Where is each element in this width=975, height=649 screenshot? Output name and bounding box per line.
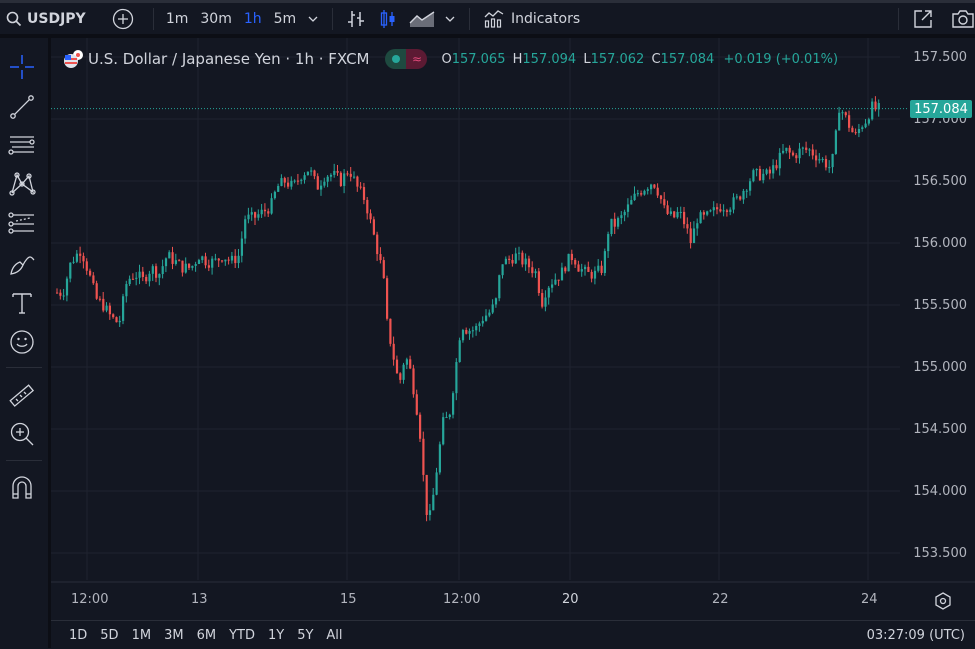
market-open-indicator (385, 49, 407, 69)
time-label: 15 (340, 592, 357, 607)
time-label: 12:00 (71, 592, 109, 607)
range-5d[interactable]: 5D (100, 627, 119, 643)
divider (469, 7, 470, 30)
snapshot-button[interactable] (951, 3, 975, 34)
forecast-tool[interactable] (7, 209, 37, 239)
chevron-down-icon (308, 16, 318, 22)
price-label: 155.000 (913, 360, 967, 375)
fib-tool[interactable] (7, 130, 37, 160)
interval-dropdown[interactable] (308, 3, 318, 34)
emoji-icon (10, 330, 34, 354)
emoji-tool[interactable] (7, 327, 37, 357)
interval-5m[interactable]: 5m (273, 10, 297, 27)
chart-title: U.S. Dollar / Japanese Yen · 1h · FXCM (88, 50, 370, 68)
indicators-button[interactable]: Indicators (484, 3, 580, 34)
ruler-icon (9, 384, 35, 407)
indicators-icon (484, 9, 504, 28)
search-icon (6, 11, 22, 26)
drawing-toolbar (0, 38, 51, 648)
range-1m[interactable]: 1M (131, 627, 152, 643)
candles-style-button[interactable] (379, 3, 397, 34)
range-1y[interactable]: 1Y (267, 627, 285, 643)
interval-30m[interactable]: 30m (200, 10, 232, 27)
divider (152, 7, 154, 30)
toolbar-separator (6, 367, 42, 368)
close-value: 157.084 (660, 51, 715, 67)
trend-line-icon (10, 95, 34, 119)
divider (332, 7, 334, 30)
area-chart-icon (409, 10, 435, 27)
price-chart[interactable] (51, 38, 975, 620)
time-label: 24 (861, 592, 878, 607)
range-1d[interactable]: 1D (69, 627, 88, 643)
price-label: 155.500 (913, 298, 967, 313)
low-value: 157.062 (590, 51, 645, 67)
range-ytd[interactable]: YTD (229, 627, 255, 643)
ohlc-values: O157.065 H157.094 L157.062 C157.084 +0.0… (441, 51, 839, 67)
popout-icon (914, 9, 932, 28)
time-label: 13 (191, 592, 208, 607)
popout-button[interactable] (913, 3, 933, 34)
toolbar-divider (0, 34, 975, 38)
chart-settings-button[interactable] (934, 592, 952, 614)
text-icon (12, 293, 32, 314)
top-toolbar: USDJPY 1m 30m 1h 5m Indicators (0, 0, 975, 34)
toolbar-separator (6, 460, 42, 461)
forecast-icon (8, 212, 34, 234)
chart-legend: U.S. Dollar / Japanese Yen · 1h · FXCM ≈… (63, 48, 838, 70)
change-value: +0.019 (+0.01%) (723, 51, 839, 67)
data-delay-indicator: ≈ (406, 49, 428, 69)
zoom-in-tool[interactable] (7, 419, 37, 449)
fib-icon (8, 136, 35, 155)
crosshair-icon (10, 55, 34, 79)
time-label: 12:00 (443, 592, 481, 607)
crosshair-tool[interactable] (7, 52, 37, 82)
price-label: 157.500 (913, 50, 967, 65)
price-label: 153.500 (913, 546, 967, 561)
area-style-button[interactable] (409, 3, 435, 34)
range-all[interactable]: All (326, 627, 343, 643)
bottom-toolbar: 1D 5D 1M 3M 6M YTD 1Y 5Y All 03:27:09 (U… (51, 620, 975, 649)
chevron-down-icon (445, 16, 455, 22)
indicators-label: Indicators (510, 10, 581, 27)
open-value: 157.065 (451, 51, 506, 67)
pattern-icon (9, 172, 36, 196)
compare-symbol-button[interactable] (112, 3, 139, 34)
utc-clock[interactable]: 03:27:09 (UTC) (866, 627, 965, 643)
price-label: 154.500 (913, 422, 967, 437)
flag-icon (64, 50, 83, 68)
candles-icon (380, 9, 395, 28)
high-value: 157.094 (522, 51, 577, 67)
add-symbol-icon (113, 8, 134, 29)
settings-icon (935, 592, 951, 610)
interval-1m[interactable]: 1m (165, 10, 189, 27)
text-tool[interactable] (7, 288, 37, 318)
symbol-search-button[interactable]: USDJPY (6, 3, 112, 34)
range-3m[interactable]: 3M (164, 627, 184, 643)
bar-chart-icon (348, 10, 365, 27)
time-label: 22 (712, 592, 729, 607)
time-label: 20 (562, 592, 579, 607)
trend-line-tool[interactable] (7, 92, 37, 122)
camera-icon (952, 9, 974, 28)
magnet-tool[interactable] (7, 472, 37, 502)
symbol-label: USDJPY (27, 10, 86, 27)
magnet-icon (12, 476, 32, 499)
chart-style-dropdown[interactable] (445, 3, 455, 34)
price-label: 156.000 (913, 236, 967, 251)
zoom-in-icon (10, 422, 34, 446)
market-status-toggle[interactable]: ≈ (385, 49, 428, 69)
current-price-tag: 157.084 (910, 100, 972, 118)
divider (898, 7, 900, 30)
range-5y[interactable]: 5Y (297, 627, 314, 643)
pattern-tool[interactable] (7, 169, 37, 199)
brush-icon (10, 256, 35, 275)
measure-tool[interactable] (7, 381, 37, 411)
price-label: 156.500 (913, 174, 967, 189)
interval-1h[interactable]: 1h (243, 10, 262, 27)
brush-tool[interactable] (7, 249, 37, 279)
price-label: 154.000 (913, 484, 967, 499)
bars-style-button[interactable] (347, 3, 365, 34)
range-6m[interactable]: 6M (196, 627, 217, 643)
